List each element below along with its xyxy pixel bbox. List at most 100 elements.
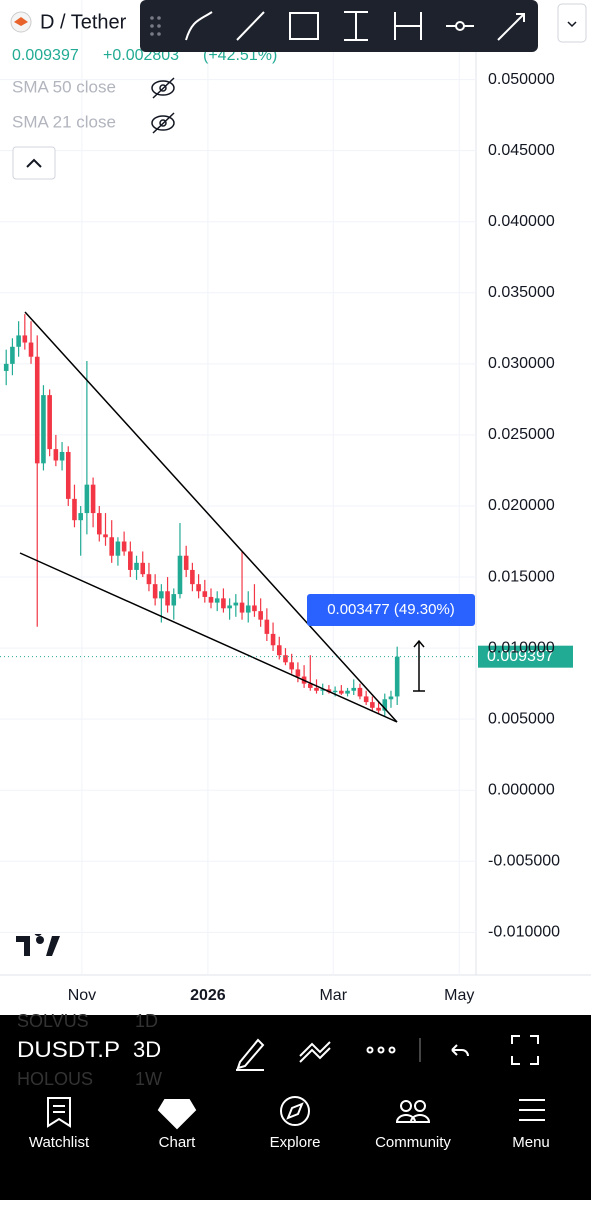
last-price: 0.009397 [12, 47, 79, 64]
candle-body [276, 645, 282, 656]
eye-off-icon[interactable] [151, 77, 175, 99]
candle-body [339, 690, 344, 694]
undo-icon[interactable] [451, 1044, 469, 1057]
candle-body [245, 605, 251, 613]
y-tick-label: 0.040000 [488, 213, 555, 230]
interval-faded: 1W [135, 1069, 162, 1089]
candle-body [332, 690, 338, 693]
candle-body [90, 484, 96, 514]
candle-body [270, 633, 276, 646]
candle-body [78, 513, 83, 521]
candle-body [295, 669, 301, 677]
candle-body [22, 335, 28, 343]
bottom-bar [0, 1015, 591, 1088]
tv-logo [16, 934, 60, 956]
watchlist-icon[interactable] [47, 1097, 71, 1128]
candle-body [382, 699, 388, 711]
candle-body [214, 598, 220, 603]
last-price-label: 0.009397 [487, 648, 554, 665]
indicators-icon[interactable] [299, 1041, 331, 1063]
candle-body [283, 655, 288, 663]
candle-body [264, 619, 270, 634]
tool-arrow[interactable] [497, 13, 525, 41]
symbol[interactable]: DUSDT.P [17, 1037, 120, 1062]
candle-body [177, 555, 183, 595]
candle-body [357, 687, 363, 697]
candle-body [394, 656, 400, 697]
symbol-title[interactable]: D / Tether [40, 11, 127, 33]
chart-bg [0, 0, 591, 1015]
candle-body [34, 356, 40, 464]
candle-body [115, 541, 121, 556]
nav-label[interactable]: Watchlist [29, 1134, 90, 1151]
candle-body [370, 702, 375, 708]
trend-line[interactable] [24, 311, 398, 723]
tool-price-range[interactable] [344, 11, 368, 41]
candle-body [221, 598, 226, 609]
candle-body [140, 562, 146, 575]
indicator[interactable]: SMA 21 close [12, 112, 116, 131]
symbol-faded: SOLVUS [17, 1011, 89, 1031]
community-icon[interactable] [395, 1100, 431, 1123]
candle-body [109, 537, 115, 556]
tool-rect[interactable] [289, 12, 319, 40]
y-tick-label: 0.010000 [488, 639, 555, 656]
candle-body [84, 484, 90, 514]
candle-body [345, 690, 350, 694]
fullscreen-icon[interactable] [511, 1035, 539, 1065]
candles [3, 314, 400, 717]
tool-line[interactable] [236, 11, 265, 41]
candle-body [307, 683, 313, 688]
trend-line[interactable] [19, 552, 398, 723]
logo [14, 17, 28, 26]
draw-icon[interactable] [236, 1038, 265, 1071]
x-tick-label: 2026 [190, 987, 226, 1004]
candle-body [10, 346, 15, 364]
nav-label[interactable]: Explore [270, 1134, 321, 1151]
candle-body [314, 687, 319, 691]
measure-tool[interactable]: 0.003477 (49.30%) [307, 594, 475, 692]
nav-label[interactable]: Menu [512, 1134, 550, 1151]
indicator[interactable]: SMA 50 close [12, 77, 116, 96]
explore-icon[interactable] [280, 1096, 310, 1126]
more-icon[interactable] [366, 1046, 396, 1054]
y-tick-label: -0.005000 [488, 853, 560, 870]
tool-curve[interactable] [185, 11, 213, 41]
candle-body [65, 451, 71, 499]
dropdown[interactable] [557, 3, 587, 43]
menu-icon[interactable] [519, 1099, 545, 1121]
candle-body [202, 591, 208, 597]
drawing-toolbar [140, 0, 538, 52]
candle-body [128, 551, 133, 570]
interval[interactable]: 3D [133, 1037, 161, 1062]
candle-body [41, 395, 46, 464]
candle-body [258, 611, 263, 620]
y-tick-label: 0.000000 [488, 781, 555, 798]
nav-label[interactable]: Chart [159, 1134, 197, 1151]
candle-body [146, 574, 152, 585]
eye-off-icon[interactable] [151, 112, 175, 134]
candle-body [103, 534, 108, 538]
last-price-box [478, 645, 573, 668]
collapse-button[interactable] [12, 146, 56, 180]
candle-body [351, 687, 357, 691]
x-tick-label: Nov [68, 987, 96, 1004]
candle-body [233, 602, 239, 606]
measure-label: 0.003477 (49.30%) [327, 601, 455, 618]
candle-body [47, 395, 52, 450]
candle-body [196, 584, 201, 592]
nav-label[interactable]: Community [375, 1134, 451, 1151]
candle-body [134, 562, 139, 570]
candle-body [159, 591, 164, 599]
candle-body [121, 541, 127, 552]
candle-body [388, 696, 394, 700]
chart-icon[interactable] [157, 1099, 197, 1130]
candle-body [376, 707, 381, 711]
tool-date-range[interactable] [394, 12, 422, 40]
symbol-faded: HOLOUS [17, 1069, 93, 1089]
candle-body [208, 596, 214, 603]
y-tick-label: 0.025000 [488, 426, 555, 443]
last-price: 0.009397 [0, 645, 573, 668]
